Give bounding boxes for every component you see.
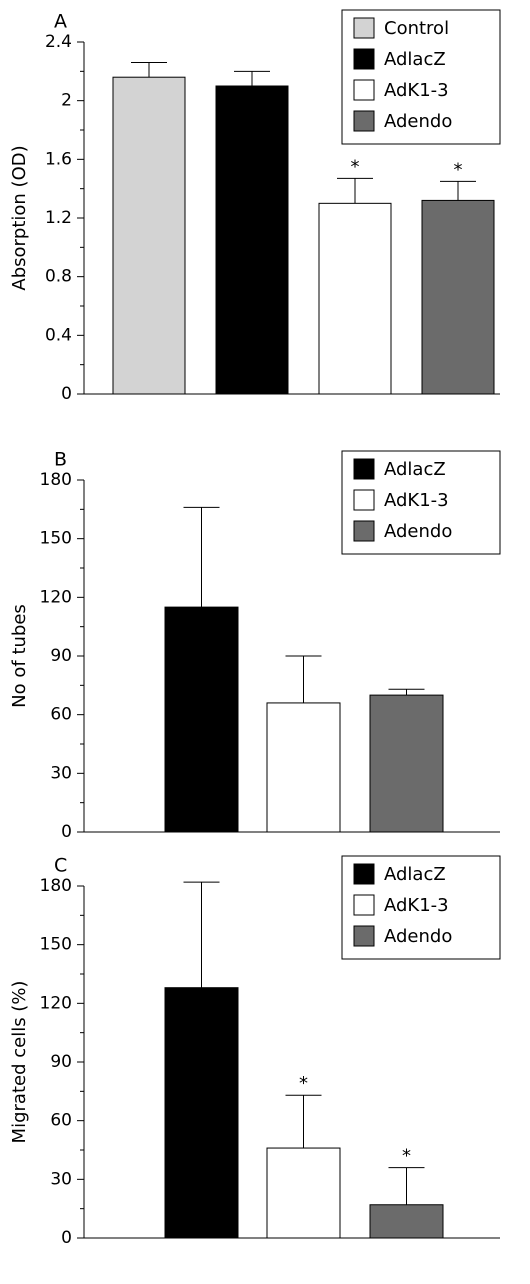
legend-label: AdK1-3: [384, 490, 449, 511]
legend-swatch-adendo: [353, 520, 375, 542]
legend-swatch-adlacz: [353, 48, 375, 70]
significance-marker: *: [402, 1146, 411, 1167]
bar-adendo: [369, 1204, 444, 1239]
legend-swatch-adk1-3: [353, 894, 375, 916]
y-axis-label: No of tubes: [9, 604, 30, 708]
legend-label: AdK1-3: [384, 895, 449, 916]
y-tick-label: 90: [50, 646, 72, 666]
panel-label: B: [54, 449, 67, 471]
y-tick-label: 60: [50, 705, 72, 725]
bar-adk1-3: [266, 702, 341, 833]
y-tick-label: 0: [61, 1228, 72, 1248]
legend-label: AdlacZ: [384, 459, 446, 480]
y-tick-label: 180: [40, 470, 72, 490]
legend-label: Adendo: [384, 926, 452, 947]
legend-label: Control: [384, 18, 449, 39]
bar-adk1-3: [318, 202, 392, 395]
bar-adlacz: [164, 606, 239, 833]
legend-swatch-adendo: [353, 925, 375, 947]
legend-label: AdlacZ: [384, 49, 446, 70]
bar-control: [112, 76, 186, 395]
y-tick-label: 30: [50, 763, 72, 783]
panel-label: A: [54, 11, 67, 33]
legend-label: Adendo: [384, 521, 452, 542]
legend-label: Adendo: [384, 111, 452, 132]
bar-adlacz: [164, 987, 239, 1239]
y-tick-label: 60: [50, 1111, 72, 1131]
y-tick-label: 30: [50, 1169, 72, 1189]
legend-label: AdlacZ: [384, 864, 446, 885]
legend-swatch-adlacz: [353, 863, 375, 885]
significance-marker: *: [299, 1073, 308, 1094]
panel-a: A 0 0.4 0.8 1.2 1.6 2 2.4 Absorption (OD) * * Contr…: [9, 9, 501, 404]
legend-swatch-control: [353, 17, 375, 39]
y-axis-label: Absorption (OD): [9, 145, 30, 290]
panel-label: C: [54, 855, 67, 877]
y-tick-label: 180: [40, 876, 72, 896]
y-tick-label: 1.6: [45, 149, 72, 169]
bar-adendo: [369, 694, 444, 833]
bar-adk1-3: [266, 1147, 341, 1239]
y-tick-label: 120: [40, 993, 72, 1013]
y-tick-label: 90: [50, 1052, 72, 1072]
y-tick-label: 150: [40, 935, 72, 955]
legend-swatch-adendo: [353, 110, 375, 132]
legend-swatch-adk1-3: [353, 79, 375, 101]
bar-adlacz: [215, 85, 289, 395]
legend-swatch-adk1-3: [353, 489, 375, 511]
y-tick-label: 150: [40, 529, 72, 549]
y-tick-label: 2.4: [45, 32, 72, 52]
y-tick-label: 2: [61, 91, 72, 111]
y-tick-label: 0: [61, 822, 72, 842]
significance-marker: *: [454, 159, 463, 180]
significance-marker: *: [351, 156, 360, 177]
y-tick-label: 0.8: [45, 267, 72, 287]
panel-c: C 0 30 60 90 120 150 180 Migrated cells (%) * * Adl…: [9, 855, 501, 1248]
y-tick-label: 0: [61, 384, 72, 404]
y-tick-label: 120: [40, 587, 72, 607]
y-tick-label: 0.4: [45, 325, 72, 345]
legend-label: AdK1-3: [384, 80, 449, 101]
bar-adendo: [421, 199, 495, 395]
y-axis-label: Migrated cells (%): [9, 981, 30, 1144]
legend-swatch-adlacz: [353, 458, 375, 480]
panel-b: B 0 30 60 90 120 150 180 No of tubes AdlacZ AdK1-3…: [9, 449, 501, 842]
y-tick-label: 1.2: [45, 208, 72, 228]
